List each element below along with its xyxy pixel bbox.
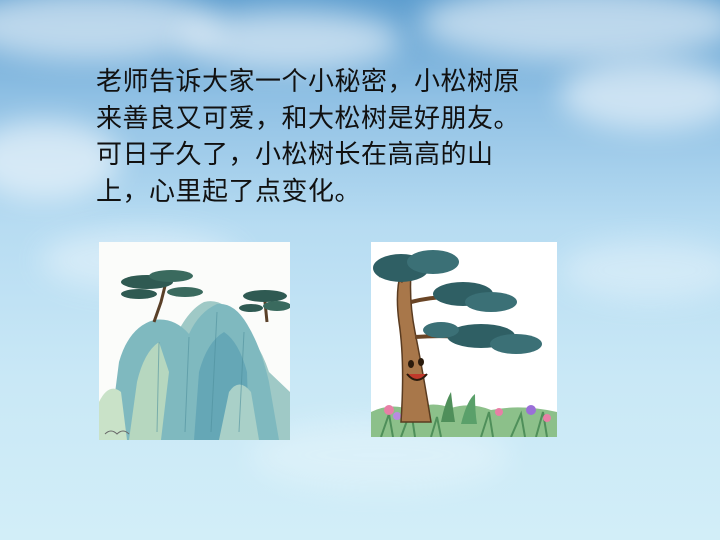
cloud [560,60,720,130]
story-line-1: 老师告诉大家一个小秘密，小松树原 [96,67,521,97]
mountain-pine-image [99,242,290,440]
story-text: 老师告诉大家一个小秘密，小松树原 来善良又可爱，和大松树是好朋友。 可日子久了，… [96,64,636,210]
cloud [560,240,720,300]
cloud [0,120,120,200]
story-line-2: 来善良又可爱，和大松树是好朋友。 [96,103,521,134]
cloud [420,0,720,60]
story-line-3: 可日子久了，小松树长在高高的山 [96,140,494,170]
cartoon-pine-image [371,242,557,437]
story-line-4: 上，心里起了点变化。 [96,176,362,207]
cloud [180,10,400,70]
